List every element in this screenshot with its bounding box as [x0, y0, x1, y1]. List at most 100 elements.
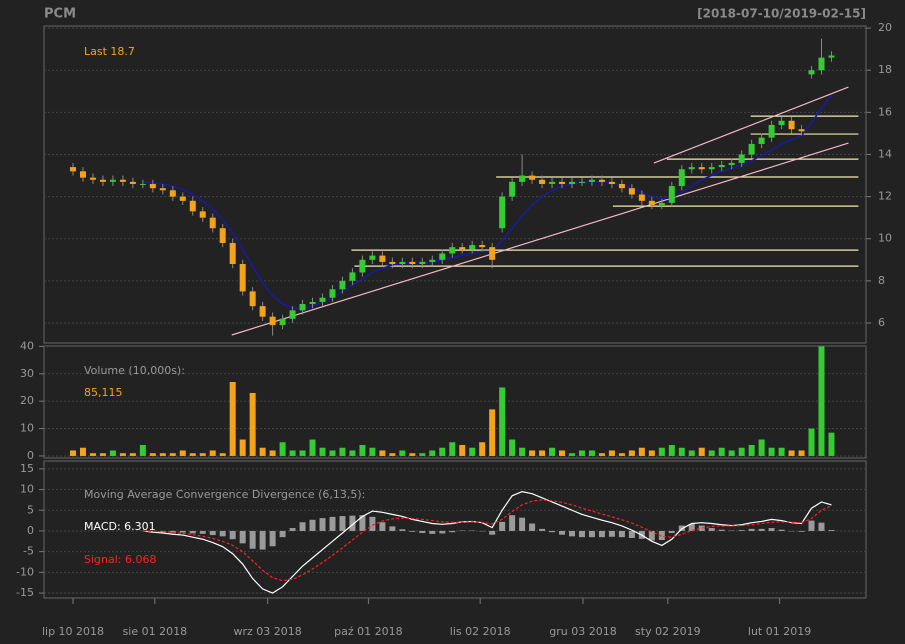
- histogram-bar: [569, 530, 575, 537]
- volume-bar: [309, 439, 316, 456]
- y-tick-label: 20: [878, 21, 892, 34]
- volume-bar: [339, 447, 346, 456]
- histogram-bar: [798, 530, 805, 532]
- candle-body: [449, 247, 456, 254]
- candle-body: [509, 181, 516, 197]
- histogram-bar: [509, 515, 516, 531]
- histogram-bar: [559, 530, 566, 535]
- volume-bar: [569, 453, 575, 456]
- histogram-bar: [648, 530, 655, 541]
- histogram-bar: [179, 530, 186, 533]
- candle-body: [70, 167, 76, 172]
- volume-bar: [199, 453, 206, 456]
- candle-body: [209, 217, 216, 229]
- candle-body: [469, 245, 476, 250]
- histogram-bar: [608, 530, 615, 537]
- volume-bar: [768, 447, 775, 456]
- volume-bar: [758, 439, 765, 456]
- volume-bar: [559, 450, 566, 456]
- volume-bar: [79, 447, 86, 456]
- candle-body: [189, 200, 196, 212]
- volume-bar: [389, 453, 396, 456]
- candle-body: [89, 177, 96, 180]
- volume-bar: [529, 450, 536, 456]
- y-tick-label: 16: [878, 105, 892, 118]
- histogram-bar: [539, 528, 546, 531]
- histogram-bar: [688, 523, 695, 531]
- candle-body: [559, 181, 566, 184]
- volume-bar: [169, 453, 176, 456]
- volume-bar: [828, 432, 835, 456]
- y-tick-label: 15: [20, 462, 34, 475]
- macd-label: MACD: 6.301: [84, 520, 156, 533]
- volume-bar: [349, 450, 356, 456]
- candle-body: [429, 259, 436, 262]
- candle-body: [119, 179, 126, 182]
- histogram-bar: [668, 530, 675, 534]
- volume-bar: [678, 447, 685, 456]
- candle-body: [399, 261, 406, 265]
- histogram-bar: [489, 530, 496, 535]
- last-volume: 85,115: [84, 386, 123, 399]
- histogram-bar: [329, 516, 336, 531]
- volume-bar: [259, 447, 266, 456]
- candle-body: [718, 165, 725, 168]
- histogram-bar: [549, 530, 556, 533]
- volume-bar: [70, 450, 76, 456]
- volume-bar: [269, 450, 276, 456]
- volume-bar: [588, 450, 595, 456]
- histogram-bar: [598, 530, 605, 538]
- x-tick-label: gru 03 2018: [549, 625, 616, 638]
- candle-body: [708, 167, 715, 170]
- candle-body: [169, 190, 176, 197]
- histogram-bar: [299, 522, 306, 531]
- candle-body: [249, 291, 256, 307]
- histogram-bar: [499, 521, 506, 531]
- y-tick-label: 10: [20, 422, 34, 435]
- y-tick-label: 14: [878, 147, 892, 160]
- histogram-bar: [778, 529, 785, 531]
- histogram-bar: [519, 517, 526, 531]
- volume-bar: [469, 447, 476, 456]
- candle-body: [698, 167, 705, 170]
- histogram-bar: [369, 516, 376, 531]
- histogram-bar: [439, 530, 446, 534]
- y-tick-label: 12: [878, 190, 892, 203]
- volume-bar: [668, 444, 675, 456]
- volume-bar: [329, 450, 336, 456]
- histogram-bar: [588, 530, 595, 538]
- candle-body: [499, 196, 506, 229]
- volume-bar: [718, 447, 725, 456]
- y-tick-label: 18: [878, 63, 892, 76]
- candle-body: [539, 179, 546, 184]
- y-tick-label: 10: [20, 483, 34, 496]
- volume-bar: [139, 444, 146, 456]
- histogram-bar: [269, 530, 276, 547]
- histogram-bar: [359, 515, 366, 531]
- y-tick-label: 6: [878, 316, 885, 329]
- volume-bar: [688, 450, 695, 456]
- candle-body: [738, 154, 745, 163]
- candle-body: [99, 179, 106, 182]
- histogram-bar: [289, 528, 296, 531]
- histogram-bar: [698, 525, 705, 531]
- candle-body: [598, 179, 605, 182]
- volume-bar: [149, 453, 156, 456]
- volume-bar: [748, 444, 755, 456]
- line: [142, 95, 833, 310]
- candle-body: [299, 304, 306, 311]
- volume-bar: [159, 453, 166, 456]
- candle-body: [549, 181, 556, 184]
- y-tick-label: -10: [16, 565, 34, 578]
- volume-bar: [179, 450, 186, 456]
- volume-bar: [499, 387, 506, 456]
- candle-body: [159, 188, 166, 191]
- panel: [43, 25, 867, 344]
- date-range: [2018-07-10/2019-02-15]: [697, 7, 866, 21]
- histogram-bar: [159, 530, 166, 533]
- candle-body: [439, 253, 446, 260]
- y-tick-label: 20: [20, 394, 34, 407]
- histogram-bar: [718, 529, 725, 531]
- candle-body: [179, 196, 186, 201]
- candle-body: [279, 318, 286, 326]
